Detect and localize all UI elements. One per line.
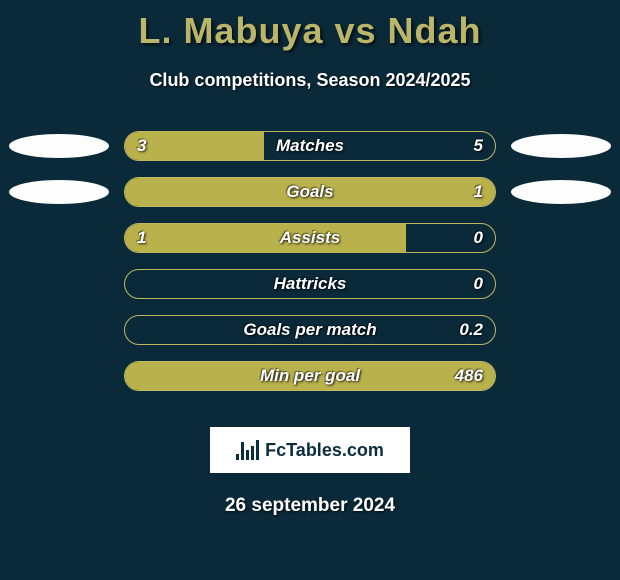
team-right-logo bbox=[506, 317, 616, 343]
metric-label: Goals per match bbox=[125, 316, 495, 344]
metric-row: 10Assists bbox=[0, 215, 620, 261]
metric-label: Min per goal bbox=[125, 362, 495, 390]
metric-bar: 1Goals bbox=[124, 177, 496, 207]
metric-bar: 35Matches bbox=[124, 131, 496, 161]
team-left-logo bbox=[4, 363, 114, 389]
team-right-logo bbox=[506, 271, 616, 297]
team-left-logo bbox=[4, 271, 114, 297]
page-subtitle: Club competitions, Season 2024/2025 bbox=[0, 70, 620, 91]
footer-date: 26 september 2024 bbox=[0, 495, 620, 517]
metric-bar: 0Hattricks bbox=[124, 269, 496, 299]
page-title: L. Mabuya vs Ndah bbox=[0, 0, 620, 52]
brand-text: FcTables.com bbox=[265, 440, 384, 461]
metric-label: Hattricks bbox=[125, 270, 495, 298]
metric-label: Matches bbox=[125, 132, 495, 160]
metric-label: Assists bbox=[125, 224, 495, 252]
team-left-logo bbox=[4, 225, 114, 251]
brand-badge: FcTables.com bbox=[210, 427, 410, 473]
metric-row: 0.2Goals per match bbox=[0, 307, 620, 353]
metric-row: 1Goals bbox=[0, 169, 620, 215]
metric-row: 486Min per goal bbox=[0, 353, 620, 399]
metric-bar: 10Assists bbox=[124, 223, 496, 253]
metric-bar: 0.2Goals per match bbox=[124, 315, 496, 345]
team-left-logo bbox=[4, 133, 114, 159]
team-right-logo bbox=[506, 133, 616, 159]
metric-row: 35Matches bbox=[0, 123, 620, 169]
team-right-logo bbox=[506, 225, 616, 251]
brand-chart-icon bbox=[236, 440, 259, 460]
metric-label: Goals bbox=[125, 178, 495, 206]
metric-row: 0Hattricks bbox=[0, 261, 620, 307]
team-left-logo bbox=[4, 179, 114, 205]
team-right-logo bbox=[506, 179, 616, 205]
team-left-logo bbox=[4, 317, 114, 343]
metric-bar: 486Min per goal bbox=[124, 361, 496, 391]
metrics-container: 35Matches 1Goals 10Assists 0Hattricks 0.2Goa… bbox=[0, 123, 620, 399]
team-right-logo bbox=[506, 363, 616, 389]
